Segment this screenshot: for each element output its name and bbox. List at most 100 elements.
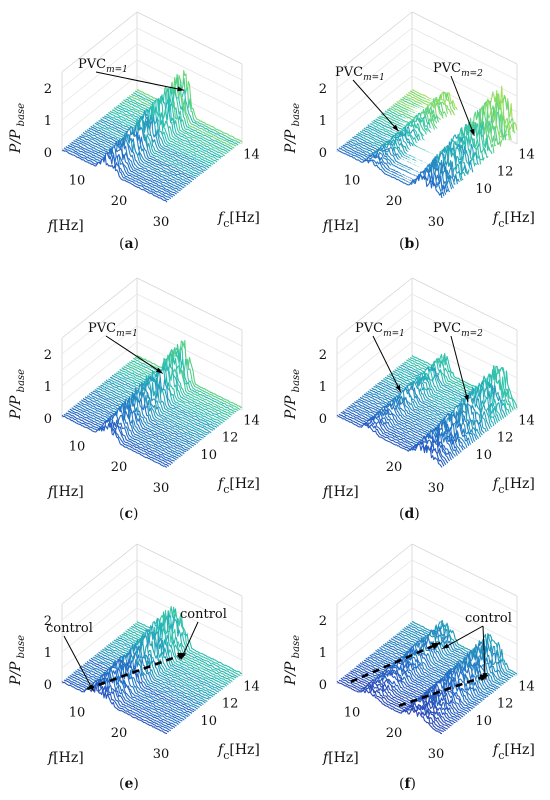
z-tick-label: 0	[319, 146, 327, 161]
z-tick-label: 1	[319, 380, 327, 395]
annotation-arrowhead	[482, 673, 488, 680]
y-tick-label: 12	[497, 431, 514, 446]
annotation-label: PVCm=1	[78, 57, 128, 75]
z-axis-label: P/P base	[283, 369, 302, 420]
grid-line	[61, 623, 138, 685]
annotation-arrowhead	[392, 124, 399, 132]
grid-line	[61, 293, 243, 355]
z-tick-label: 0	[319, 412, 327, 427]
grid-line	[336, 59, 518, 121]
z-tick-label: 1	[44, 380, 52, 395]
annotation-arrow	[63, 635, 95, 692]
grid-line	[336, 11, 413, 73]
y-tick-label: 14	[243, 148, 260, 163]
y-tick-label: 10	[475, 182, 492, 197]
annotation-arrowhead	[395, 384, 401, 392]
grid-line	[61, 341, 243, 403]
y-tick-label: 14	[243, 680, 260, 695]
grid-line	[61, 11, 138, 73]
x-axis-label: f[Hz]	[47, 484, 84, 500]
y-tick-label: 12	[497, 697, 514, 712]
waterfall-line	[65, 412, 172, 466]
waterfall-line	[61, 681, 168, 735]
grid-line	[336, 91, 413, 153]
grid-line	[336, 309, 518, 371]
grid-box	[61, 543, 243, 685]
x-tick-label: 20	[111, 460, 128, 475]
caption-d: (d)	[399, 506, 420, 522]
waterfall-line	[82, 397, 189, 452]
waterfall-line	[63, 147, 169, 201]
z-tick-label: 1	[319, 646, 327, 661]
grid-line	[61, 559, 243, 621]
waterfall-line	[375, 649, 481, 704]
z-axis-label: P/P base	[8, 103, 27, 154]
waterfall-line	[350, 138, 456, 185]
annotation-label: PVCm=2	[433, 61, 483, 79]
grid-line	[61, 325, 243, 387]
x-tick-label: 10	[344, 705, 361, 720]
grid-line	[336, 543, 413, 605]
x-tick-label: 20	[111, 726, 128, 741]
x-tick-label: 10	[69, 173, 86, 188]
x-tick-label: 30	[153, 215, 170, 230]
waterfall-series	[336, 619, 518, 735]
grid-line	[336, 293, 518, 355]
annotation-arrow	[352, 79, 399, 132]
y-tick-label: 10	[200, 714, 217, 729]
waterfall-line	[77, 137, 183, 190]
grid-line	[336, 341, 518, 403]
y-axis-label: fc[Hz]	[217, 742, 260, 762]
grid-line	[61, 43, 243, 105]
x-axis-label: f[Hz]	[322, 484, 359, 500]
control-path	[398, 673, 489, 707]
chart-panel-f: 0 1 2 10 20 30 10 12 14 P/P base f[Hz] fc[Hz] contro…	[275, 532, 550, 798]
waterfall-line	[67, 410, 174, 464]
annotation-arrow	[180, 621, 199, 660]
x-tick-label: 20	[386, 194, 403, 209]
grid-line	[61, 59, 243, 121]
z-tick-label: 2	[44, 82, 52, 97]
z-tick-label: 1	[44, 114, 52, 129]
y-tick-label: 10	[475, 448, 492, 463]
waterfall-line	[90, 391, 197, 446]
annotation-arrow	[372, 335, 402, 393]
annotation-label: PVCm=1	[335, 65, 385, 83]
waterfall-line	[109, 632, 216, 696]
y-tick-label: 12	[222, 431, 239, 446]
waterfall-line	[73, 405, 179, 459]
waterfall-line	[350, 670, 456, 724]
grid-line	[61, 543, 138, 605]
grid-line	[411, 543, 518, 597]
z-axis-label: P/P base	[283, 103, 302, 154]
grid-line	[61, 591, 243, 653]
waterfall-line	[346, 141, 453, 190]
annotation-arrowhead	[442, 643, 450, 649]
waterfall-line	[61, 414, 168, 468]
grid-line	[61, 75, 243, 137]
waterfall-line	[65, 678, 172, 732]
grid-line	[61, 309, 243, 371]
waterfall-line	[71, 141, 177, 195]
y-tick-label: 10	[475, 714, 492, 729]
y-axis-label: fc[Hz]	[492, 742, 535, 762]
grid-line	[336, 27, 518, 89]
z-tick-label: 0	[44, 678, 52, 693]
z-tick-label: 2	[319, 82, 327, 97]
waterfall-series	[61, 339, 243, 468]
x-tick-label: 30	[428, 481, 445, 496]
annotation-arrowhead	[464, 394, 469, 402]
annotation-label: control	[465, 611, 512, 626]
z-tick-label: 2	[44, 348, 52, 363]
grid-line	[61, 607, 243, 669]
z-axis-label: P/P base	[8, 369, 27, 420]
grid-line	[136, 277, 243, 331]
x-tick-label: 30	[153, 481, 170, 496]
control-path	[350, 641, 441, 684]
annotation-arrowhead	[177, 86, 185, 92]
chart-panel-e: 0 1 2 10 20 30 10 12 14 P/P base f[Hz] fc[Hz] contro…	[0, 532, 275, 798]
caption-c: (c)	[119, 506, 139, 522]
